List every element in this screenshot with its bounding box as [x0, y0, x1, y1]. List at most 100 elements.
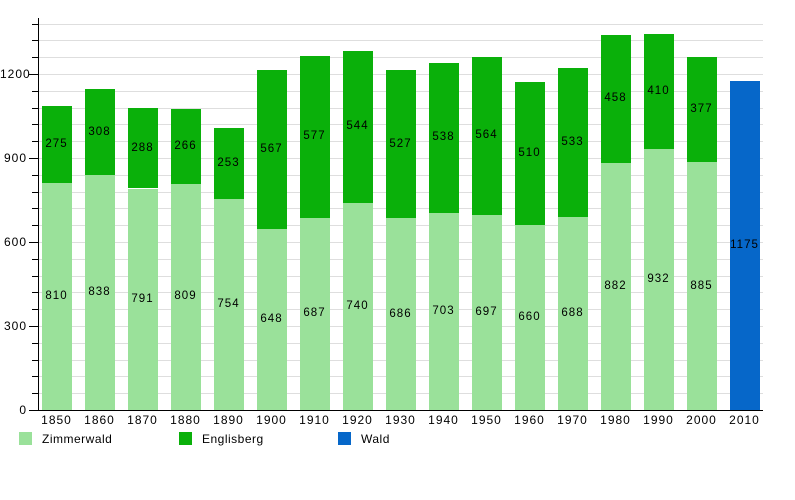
y-axis-minor-tick — [32, 107, 38, 109]
bar-value-label: 533 — [561, 136, 584, 149]
y-axis-minor-tick — [32, 342, 38, 344]
x-axis-tick-label: 1870 — [127, 413, 158, 427]
x-axis-tick-label: 1950 — [471, 413, 502, 427]
y-axis-major-tick — [29, 242, 38, 243]
bar-segment-englisberg-1950 — [471, 56, 502, 215]
x-axis-tick-label: 2000 — [686, 413, 717, 427]
x-axis-tick-label: 1960 — [514, 413, 545, 427]
bar-value-label: 686 — [389, 307, 412, 320]
y-axis-minor-tick — [32, 208, 38, 210]
bar-segment-zimmerwald-1930 — [385, 217, 416, 410]
bar-segment-zimmerwald-1980 — [600, 163, 631, 410]
bar-value-label: 288 — [131, 141, 154, 154]
bar-value-label: 687 — [303, 307, 326, 320]
x-axis-tick-label: 1970 — [557, 413, 588, 427]
bar-segment-englisberg-1860 — [84, 89, 115, 176]
bar-segment-englisberg-1910 — [299, 56, 330, 218]
y-axis-minor-tick — [32, 309, 38, 311]
grid-line — [38, 57, 763, 59]
bar-value-label: 838 — [88, 286, 111, 299]
x-axis-tick-label: 1920 — [342, 413, 373, 427]
legend-swatch-wald — [338, 432, 351, 445]
bar-segment-zimmerwald-1910 — [299, 217, 330, 410]
bar-segment-englisberg-1890 — [213, 128, 244, 199]
x-axis-tick-label: 1900 — [256, 413, 287, 427]
bar-segment-englisberg-1900 — [256, 69, 287, 229]
bar-segment-englisberg-1940 — [428, 62, 459, 214]
bar-value-label: 266 — [174, 139, 197, 152]
bar-segment-englisberg-1970 — [557, 68, 588, 218]
y-axis-tick-label: 1200 — [0, 67, 31, 81]
grid-line — [38, 40, 763, 42]
y-axis-minor-tick — [32, 141, 38, 143]
y-axis-minor-tick — [32, 90, 38, 92]
bar-value-label: 410 — [647, 85, 670, 98]
bar-segment-zimmerwald-1900 — [256, 228, 287, 410]
bar-value-label: 377 — [690, 102, 713, 115]
bar-value-label: 308 — [88, 125, 111, 138]
bar-segment-englisberg-1870 — [127, 107, 158, 189]
bar-segment-zimmerwald-1870 — [127, 188, 158, 410]
legend-label-zimmerwald: Zimmerwald — [42, 432, 113, 446]
x-axis-tick-label: 1940 — [428, 413, 459, 427]
bar-segment-englisberg-2000 — [686, 56, 717, 163]
x-axis-tick-label: 1930 — [385, 413, 416, 427]
bar-value-label: 1175 — [730, 239, 759, 251]
bar-value-label: 882 — [604, 280, 627, 292]
y-axis-major-tick — [29, 410, 38, 411]
bar-value-label: 660 — [518, 311, 541, 324]
y-axis-major-tick — [29, 158, 38, 159]
x-axis-tick-label: 1850 — [41, 413, 72, 427]
bar-value-label: 791 — [131, 292, 154, 305]
bar-value-label: 740 — [346, 299, 369, 312]
bar-segment-zimmerwald-1940 — [428, 213, 459, 410]
bar-value-label: 544 — [346, 120, 369, 133]
bar-segment-englisberg-1980 — [600, 34, 631, 163]
y-axis-minor-tick — [32, 57, 38, 59]
bar-value-label: 458 — [604, 92, 627, 105]
bar-segment-englisberg-1990 — [643, 34, 674, 149]
y-axis-major-tick — [29, 326, 38, 327]
y-axis-minor-tick — [32, 275, 38, 277]
y-axis-minor-tick — [32, 174, 38, 176]
bar-value-label: 538 — [432, 131, 455, 144]
bar-value-label: 932 — [647, 273, 670, 285]
bar-segment-zimmerwald-1890 — [213, 198, 244, 410]
bar-value-label: 577 — [303, 130, 326, 143]
bar-segment-englisberg-1880 — [170, 109, 201, 184]
y-axis-minor-tick — [32, 376, 38, 378]
y-axis-minor-tick — [32, 40, 38, 42]
y-axis-minor-tick — [32, 225, 38, 227]
bar-value-label: 648 — [260, 312, 283, 325]
bar-segment-zimmerwald-1990 — [643, 149, 674, 410]
y-axis-minor-tick — [32, 393, 38, 395]
grid-line — [38, 23, 763, 25]
bar-segment-zimmerwald-1920 — [342, 202, 373, 410]
bar-value-label: 809 — [174, 290, 197, 303]
legend-swatch-zimmerwald — [19, 432, 32, 445]
x-axis-tick-label: 1880 — [170, 413, 201, 427]
legend-label-englisberg: Englisberg — [202, 432, 264, 446]
bar-segment-zimmerwald-1970 — [557, 217, 588, 410]
bar-segment-englisberg-1920 — [342, 50, 373, 203]
bar-segment-zimmerwald-1880 — [170, 183, 201, 410]
bar-value-label: 810 — [45, 290, 68, 303]
x-axis-tick-label: 1860 — [84, 413, 115, 427]
bar-value-label: 688 — [561, 307, 584, 320]
y-axis-tick-label: 300 — [3, 319, 27, 333]
x-axis-line — [38, 410, 763, 411]
y-axis-minor-tick — [32, 258, 38, 260]
bar-segment-zimmerwald-1850 — [41, 183, 72, 410]
bar-segment-zimmerwald-1960 — [514, 225, 545, 410]
y-axis-minor-tick — [32, 191, 38, 193]
x-axis-tick-label: 1990 — [643, 413, 674, 427]
x-axis-tick-label: 1910 — [299, 413, 330, 427]
bar-segment-zimmerwald-2000 — [686, 162, 717, 410]
bar-value-label: 253 — [217, 157, 240, 169]
x-axis-tick-label: 2010 — [729, 413, 760, 427]
bar-value-label: 564 — [475, 129, 498, 142]
bar-value-label: 567 — [260, 142, 283, 155]
